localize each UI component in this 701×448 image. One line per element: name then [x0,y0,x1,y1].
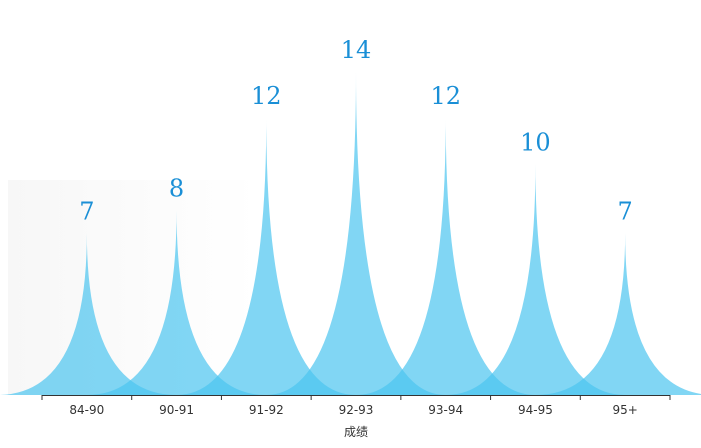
peaks-layer [0,72,701,396]
data-label-95+: 7 [618,198,633,226]
x-tick-label-94-95: 94-95 [518,403,553,417]
data-label-94-95: 10 [520,128,551,156]
data-label-92-93: 14 [341,36,372,64]
x-tick-label-91-92: 91-92 [249,403,284,417]
plot-background [8,180,258,395]
x-axis-ticks [41,395,671,400]
bar-peak-90-91[interactable] [86,210,267,395]
data-label-91-92: 12 [251,82,282,110]
data-label-90-91: 8 [169,174,184,202]
x-axis-tick-labels: 84-90 90-91 91-92 92-93 93-94 94-95 95+ [69,403,637,417]
x-axis-title: 成绩 [344,425,368,439]
bar-peak-92-93[interactable] [266,72,446,395]
bar-peak-84-90[interactable] [0,233,177,396]
bar-peak-94-95[interactable] [445,164,626,395]
data-label-84-90: 7 [79,198,94,226]
x-tick-label-90-91: 90-91 [159,403,194,417]
x-tick-label-84-90: 84-90 [69,403,104,417]
value-labels-layer: 7 8 12 14 12 10 7 [79,36,633,226]
data-label-93-94: 12 [430,82,461,110]
x-tick-label-92-93: 92-93 [339,403,374,417]
bar-peak-95+[interactable] [535,233,701,396]
x-tick-label-93-94: 93-94 [428,403,463,417]
bar-peak-91-92[interactable] [176,118,356,396]
x-tick-label-95+: 95+ [612,403,637,417]
bar-peak-93-94[interactable] [356,118,536,396]
